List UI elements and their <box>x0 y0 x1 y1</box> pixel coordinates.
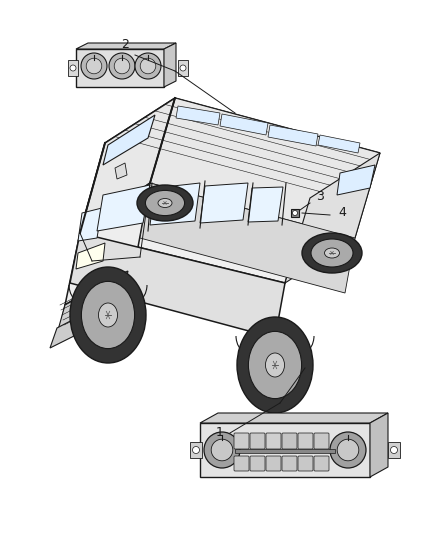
Ellipse shape <box>325 248 339 258</box>
FancyBboxPatch shape <box>234 433 249 449</box>
FancyBboxPatch shape <box>314 456 329 471</box>
Polygon shape <box>200 413 388 423</box>
Polygon shape <box>200 183 248 223</box>
Text: 1: 1 <box>216 426 224 440</box>
Polygon shape <box>140 183 355 293</box>
Ellipse shape <box>237 317 313 413</box>
Ellipse shape <box>86 58 102 74</box>
Ellipse shape <box>302 233 362 273</box>
Ellipse shape <box>211 439 233 461</box>
Polygon shape <box>76 49 164 87</box>
Polygon shape <box>76 243 105 269</box>
Polygon shape <box>105 98 380 198</box>
Polygon shape <box>65 183 150 305</box>
FancyBboxPatch shape <box>234 456 249 471</box>
Bar <box>235 449 335 453</box>
Polygon shape <box>115 163 127 179</box>
Circle shape <box>293 211 297 215</box>
Polygon shape <box>150 183 200 225</box>
Text: 4: 4 <box>338 206 346 220</box>
Polygon shape <box>78 208 102 241</box>
Text: 2: 2 <box>121 38 129 52</box>
Ellipse shape <box>70 267 146 363</box>
Polygon shape <box>248 187 283 222</box>
Ellipse shape <box>109 53 135 79</box>
FancyBboxPatch shape <box>282 433 297 449</box>
Polygon shape <box>200 423 370 477</box>
Ellipse shape <box>265 353 285 377</box>
Polygon shape <box>103 115 155 165</box>
Ellipse shape <box>137 185 193 221</box>
Bar <box>291 209 299 217</box>
Polygon shape <box>285 153 380 283</box>
Ellipse shape <box>81 281 134 349</box>
FancyBboxPatch shape <box>298 456 313 471</box>
FancyBboxPatch shape <box>298 433 313 449</box>
FancyBboxPatch shape <box>314 433 329 449</box>
Ellipse shape <box>330 432 366 468</box>
Polygon shape <box>58 271 128 330</box>
Circle shape <box>391 447 398 454</box>
Polygon shape <box>150 98 380 238</box>
Polygon shape <box>318 135 360 153</box>
Ellipse shape <box>99 303 117 327</box>
Polygon shape <box>268 125 318 146</box>
Polygon shape <box>70 233 285 338</box>
Polygon shape <box>220 114 268 135</box>
Polygon shape <box>50 291 128 348</box>
Circle shape <box>180 65 186 71</box>
FancyBboxPatch shape <box>266 456 281 471</box>
Bar <box>178 60 188 76</box>
Ellipse shape <box>158 198 172 207</box>
Ellipse shape <box>135 53 161 79</box>
Ellipse shape <box>311 239 353 267</box>
FancyBboxPatch shape <box>266 433 281 449</box>
Bar <box>388 442 400 458</box>
FancyBboxPatch shape <box>282 456 297 471</box>
Polygon shape <box>337 165 375 195</box>
FancyBboxPatch shape <box>250 456 265 471</box>
Ellipse shape <box>114 58 130 74</box>
Ellipse shape <box>81 53 107 79</box>
Ellipse shape <box>204 432 240 468</box>
Ellipse shape <box>140 58 156 74</box>
Polygon shape <box>80 98 175 233</box>
Polygon shape <box>164 43 176 87</box>
Ellipse shape <box>145 190 184 216</box>
Ellipse shape <box>337 439 359 461</box>
Bar <box>68 60 78 76</box>
Bar <box>190 442 202 458</box>
Polygon shape <box>176 106 220 125</box>
Polygon shape <box>76 43 176 49</box>
Text: 3: 3 <box>316 190 324 203</box>
Polygon shape <box>80 143 310 283</box>
Ellipse shape <box>248 332 302 399</box>
Polygon shape <box>97 185 150 231</box>
Polygon shape <box>370 413 388 477</box>
FancyBboxPatch shape <box>250 433 265 449</box>
Circle shape <box>192 447 199 454</box>
Polygon shape <box>60 263 135 328</box>
Circle shape <box>70 65 76 71</box>
